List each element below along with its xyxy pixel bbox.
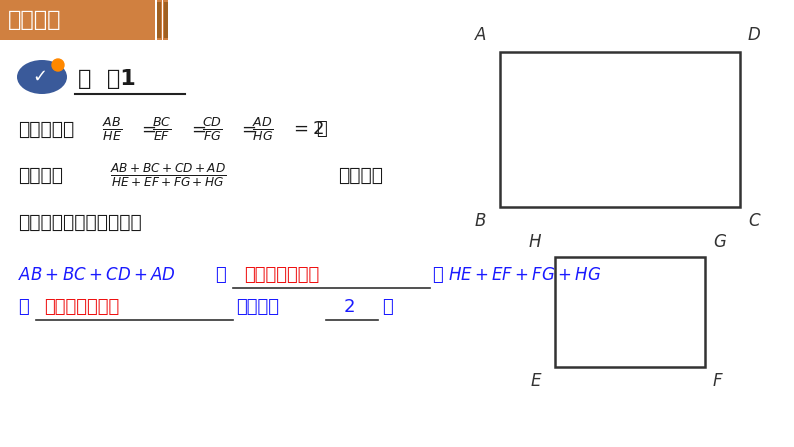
Text: $AB + BC + CD + AD$: $AB + BC + CD + AD$ xyxy=(18,266,175,284)
Bar xyxy=(157,0,162,40)
Text: ，比值是: ，比值是 xyxy=(236,298,279,316)
Text: 大长方形的周长: 大长方形的周长 xyxy=(244,266,319,284)
Text: 小长方形的周长: 小长方形的周长 xyxy=(44,298,119,316)
Text: 如图，已知: 如图，已知 xyxy=(18,119,75,139)
Text: H: H xyxy=(529,233,541,251)
Text: $\frac{AD}{HG}$: $\frac{AD}{HG}$ xyxy=(252,115,274,143)
Text: ，: ， xyxy=(316,120,327,138)
Text: 由此你能得出什么结论？: 由此你能得出什么结论？ xyxy=(18,212,142,232)
Text: $=$: $=$ xyxy=(138,120,156,138)
Text: $\frac{AB}{HE}$: $\frac{AB}{HE}$ xyxy=(102,115,122,143)
Text: 是: 是 xyxy=(215,266,225,284)
Text: B: B xyxy=(475,212,486,230)
Text: $HE + EF + FG + HG$: $HE + EF + FG + HG$ xyxy=(448,266,601,284)
Text: ．: ． xyxy=(382,298,393,316)
Text: E: E xyxy=(530,372,541,390)
Bar xyxy=(555,257,705,367)
Text: 的值吗？: 的值吗？ xyxy=(338,165,383,185)
Ellipse shape xyxy=(17,60,67,94)
Text: $\frac{BC}{EF}$: $\frac{BC}{EF}$ xyxy=(152,115,172,143)
Text: $\frac{AB + BC + CD + AD}{HE + EF + FG + HG}$: $\frac{AB + BC + CD + AD}{HE + EF + FG +… xyxy=(110,161,226,189)
Text: 实践探究: 实践探究 xyxy=(8,10,61,30)
Text: $\frac{CD}{FG}$: $\frac{CD}{FG}$ xyxy=(202,115,222,143)
Bar xyxy=(157,2,161,38)
Text: 你能求出: 你能求出 xyxy=(18,165,63,185)
Text: $= 2$: $= 2$ xyxy=(290,120,324,138)
Text: 探  究1: 探 究1 xyxy=(78,69,136,89)
Text: ，: ， xyxy=(432,266,443,284)
Text: 是: 是 xyxy=(18,298,29,316)
Text: $=$: $=$ xyxy=(188,120,206,138)
Text: F: F xyxy=(713,372,723,390)
Text: C: C xyxy=(748,212,760,230)
Bar xyxy=(500,52,740,207)
Bar xyxy=(164,2,168,38)
Text: G: G xyxy=(713,233,726,251)
Text: 2: 2 xyxy=(344,298,356,316)
Circle shape xyxy=(52,59,64,71)
Bar xyxy=(163,0,168,40)
Bar xyxy=(0,0,155,40)
Text: $=$: $=$ xyxy=(238,120,256,138)
Text: ✓: ✓ xyxy=(33,68,48,86)
Text: D: D xyxy=(748,26,761,44)
Text: A: A xyxy=(475,26,486,44)
